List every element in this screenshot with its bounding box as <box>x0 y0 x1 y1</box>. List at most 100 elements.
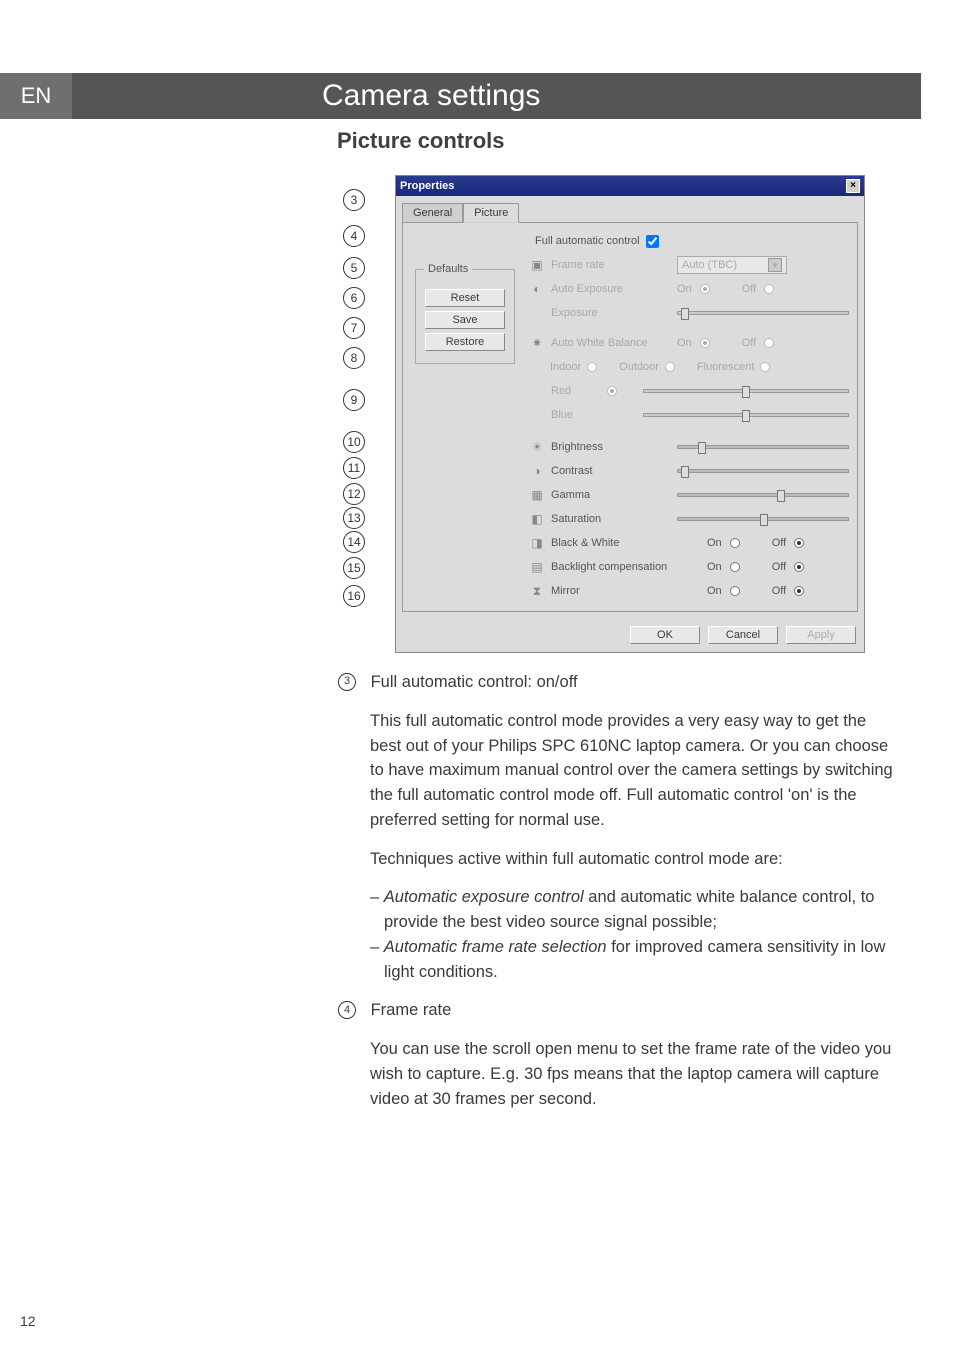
page-title-bar: Camera settings <box>72 73 921 119</box>
outdoor-radio[interactable] <box>665 362 675 372</box>
callout-16: 16 <box>343 585 365 607</box>
section-heading: Picture controls <box>337 128 504 154</box>
ae-off-label: Off <box>742 283 756 295</box>
indoor-radio[interactable] <box>587 362 597 372</box>
bw-off-radio[interactable] <box>794 538 804 548</box>
contrast-label: Contrast <box>551 465 671 477</box>
bl-on-radio[interactable] <box>730 562 740 572</box>
wb-presets-row: Indoor Outdoor Fluorescent <box>529 355 849 379</box>
callout-15: 15 <box>343 557 365 579</box>
item-num-4: 4 <box>338 1001 356 1019</box>
red-row: Red <box>529 379 849 403</box>
saturation-icon: ◧ <box>529 511 545 527</box>
awb-label: Auto White Balance <box>551 337 671 349</box>
full-auto-label: Full automatic control <box>535 235 640 247</box>
item3-li1-em: Automatic exposure control <box>384 888 584 906</box>
mirror-off-radio[interactable] <box>794 586 804 596</box>
close-icon[interactable]: × <box>846 179 860 193</box>
red-radio[interactable] <box>607 386 617 396</box>
item3-title: Full automatic control: on/off <box>371 673 578 691</box>
backlight-icon: ▤ <box>529 559 545 575</box>
frame-rate-label: Frame rate <box>551 259 671 271</box>
defaults-group: Defaults Reset Save Restore <box>415 263 515 364</box>
item3-li2-em: Automatic frame rate selection <box>384 938 607 956</box>
bw-label: Black & White <box>551 537 701 549</box>
restore-button[interactable]: Restore <box>425 333 505 351</box>
defaults-legend: Defaults <box>424 263 472 275</box>
mirror-off-label: Off <box>772 585 786 597</box>
full-auto-checkbox[interactable] <box>646 235 659 248</box>
mirror-icon: ⧗ <box>529 583 545 599</box>
bl-on-label: On <box>707 561 722 573</box>
mirror-row: ⧗ Mirror On Off <box>529 579 849 603</box>
bw-on-label: On <box>707 537 722 549</box>
tab-general[interactable]: General <box>402 203 463 223</box>
frame-rate-value: Auto (TBC) <box>682 259 737 271</box>
tab-panel: Defaults Reset Save Restore Full automat… <box>402 222 858 612</box>
item3-li1: – Automatic exposure control and automat… <box>370 885 894 935</box>
save-button[interactable]: Save <box>425 311 505 329</box>
apply-button[interactable]: Apply <box>786 626 856 644</box>
bw-off-label: Off <box>772 537 786 549</box>
page-number: 12 <box>20 1313 36 1329</box>
ae-on-radio[interactable] <box>700 284 710 294</box>
dialog-title: Properties <box>400 180 454 192</box>
ae-off-radio[interactable] <box>764 284 774 294</box>
backlight-row: ▤ Backlight compensation On Off <box>529 555 849 579</box>
saturation-label: Saturation <box>551 513 671 525</box>
saturation-slider[interactable] <box>677 517 849 521</box>
awb-row: ✷ Auto White Balance On Off <box>529 331 849 355</box>
mirror-on-radio[interactable] <box>730 586 740 596</box>
gamma-slider[interactable] <box>677 493 849 497</box>
brightness-slider[interactable] <box>677 445 849 449</box>
chevron-down-icon: ▼ <box>768 258 782 272</box>
ok-button[interactable]: OK <box>630 626 700 644</box>
fluorescent-label: Fluorescent <box>697 361 754 373</box>
callout-12: 12 <box>343 483 365 505</box>
auto-exposure-row: ◐ Auto Exposure On Off <box>529 277 849 301</box>
cancel-button[interactable]: Cancel <box>708 626 778 644</box>
exposure-icon: ◐ <box>529 281 545 297</box>
callout-9: 9 <box>343 389 365 411</box>
exposure-label: Exposure <box>551 307 671 319</box>
callout-11: 11 <box>343 457 365 479</box>
contrast-slider[interactable] <box>677 469 849 473</box>
bl-off-radio[interactable] <box>794 562 804 572</box>
frame-rate-dropdown[interactable]: Auto (TBC) ▼ <box>677 256 787 274</box>
item4-text: You can use the scroll open menu to set … <box>338 1037 894 1111</box>
wb-icon: ✷ <box>529 335 545 351</box>
tab-picture[interactable]: Picture <box>463 203 519 223</box>
tab-strip: General Picture <box>402 202 858 222</box>
blue-row: Blue <box>529 403 849 427</box>
mirror-on-label: On <box>707 585 722 597</box>
awb-on-radio[interactable] <box>700 338 710 348</box>
callout-3: 3 <box>343 189 365 211</box>
exposure-slider[interactable] <box>677 311 849 315</box>
reset-button[interactable]: Reset <box>425 289 505 307</box>
dialog-titlebar: Properties × <box>396 176 864 196</box>
red-label: Red <box>551 385 601 397</box>
contrast-icon: ◑ <box>529 463 545 479</box>
bw-icon: ◨ <box>529 535 545 551</box>
callout-4: 4 <box>343 225 365 247</box>
frame-rate-icon: ▣ <box>529 257 545 273</box>
fluorescent-radio[interactable] <box>760 362 770 372</box>
brightness-row: ☀ Brightness <box>529 435 849 459</box>
brightness-label: Brightness <box>551 441 671 453</box>
exposure-row: Exposure <box>529 301 849 325</box>
bw-row: ◨ Black & White On Off <box>529 531 849 555</box>
blank-icon <box>529 305 545 321</box>
bw-on-radio[interactable] <box>730 538 740 548</box>
callout-14: 14 <box>343 531 365 553</box>
blue-slider[interactable] <box>643 413 849 417</box>
item3-li2: – Automatic frame rate selection for imp… <box>370 935 894 985</box>
callout-8: 8 <box>343 347 365 369</box>
saturation-row: ◧ Saturation <box>529 507 849 531</box>
item3-text: This full automatic control mode provide… <box>338 709 894 833</box>
dialog-footer: OK Cancel Apply <box>396 618 864 652</box>
callout-7: 7 <box>343 317 365 339</box>
auto-exposure-label: Auto Exposure <box>551 283 671 295</box>
gamma-row: ▦ Gamma <box>529 483 849 507</box>
awb-off-radio[interactable] <box>764 338 774 348</box>
red-slider[interactable] <box>643 389 849 393</box>
